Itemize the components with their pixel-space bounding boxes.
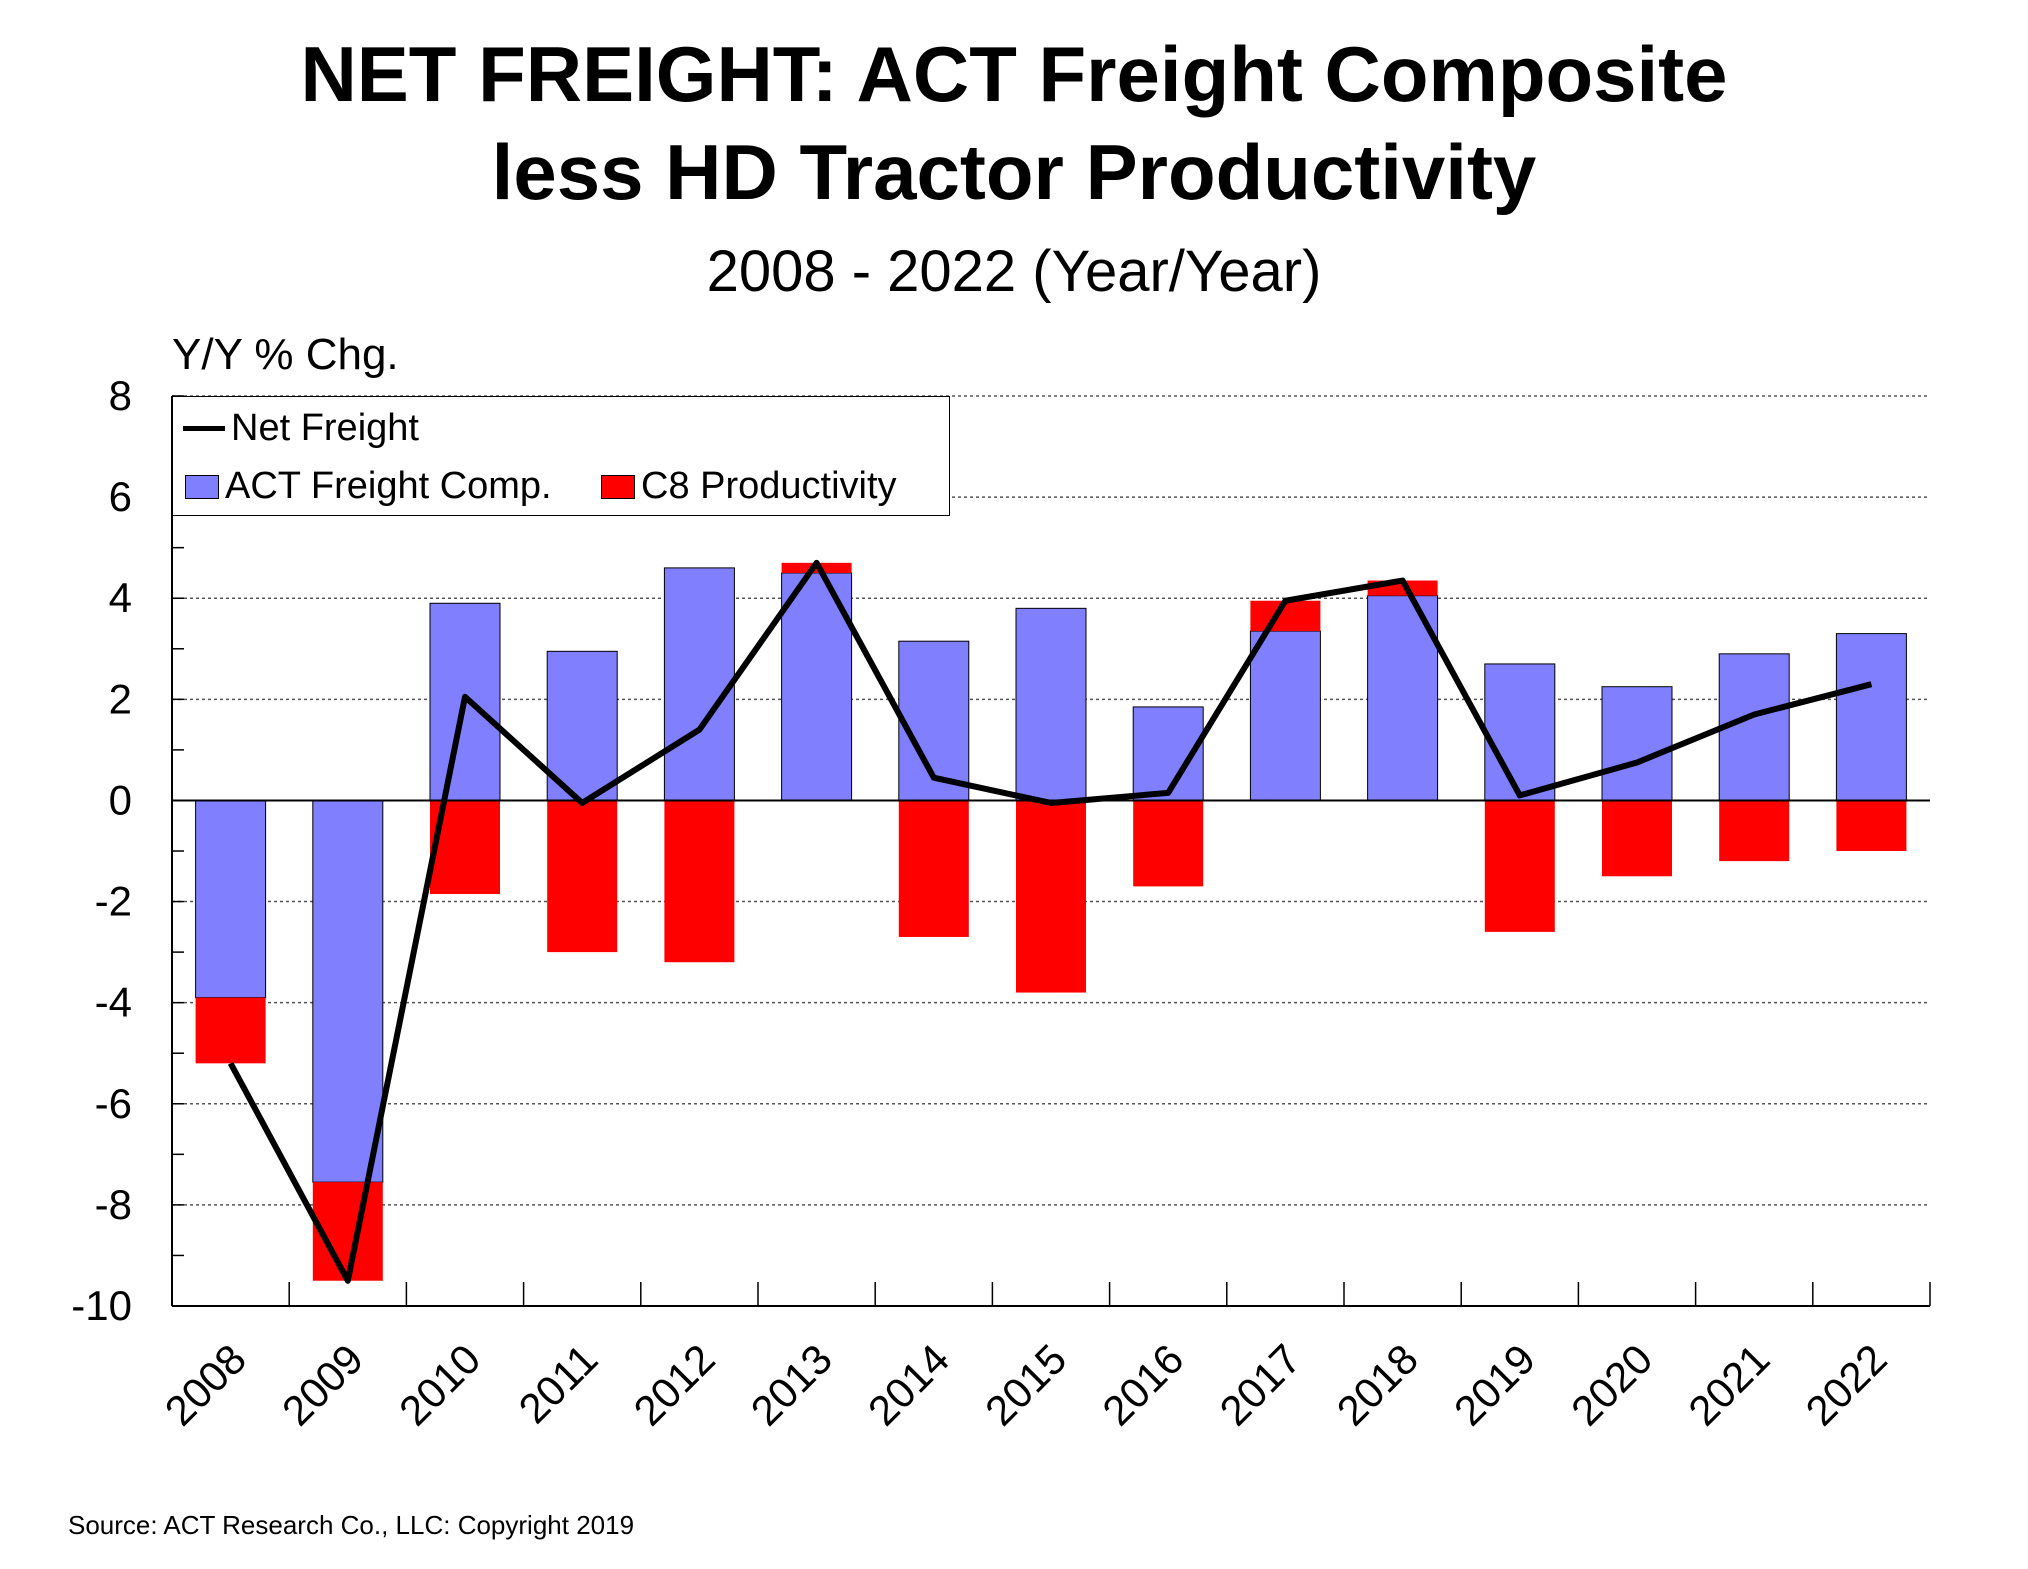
y-tick-label: -8 [95,1181,132,1228]
y-axis-label: Y/Y % Chg. [172,330,399,379]
x-tick-label: 2010 [390,1335,489,1434]
productivity-bar [1836,800,1907,851]
net-freight-line-group [227,559,1873,1284]
chart-title-line-2: less HD Tractor Productivity [491,128,1537,216]
x-tick-label: 2021 [1679,1335,1778,1434]
productivity-bar [1719,800,1790,862]
bars [195,562,1907,1281]
x-tick-label: 2012 [624,1335,723,1434]
chart-subtitle: 2008 - 2022 (Year/Year) [706,239,1322,304]
x-tick-label: 2015 [976,1335,1075,1434]
productivity-bar [1016,800,1086,993]
y-tick-label: 0 [109,776,132,823]
freight-bar [663,567,735,801]
y-tick-label: -2 [95,878,132,925]
freight-bar [546,650,618,801]
x-tick-label: 2009 [273,1335,372,1434]
x-tick-label: 2022 [1796,1335,1895,1434]
chart-title-line-1: NET FREIGHT: ACT Freight Composite [300,30,1728,118]
source-note: Source: ACT Research Co., LLC: Copyright… [68,1510,635,1540]
freight-bar [1484,663,1556,801]
y-tick-label: 6 [109,473,132,520]
freight-bar [195,799,267,999]
x-tick-label: 2020 [1562,1335,1661,1434]
freight-bar [312,799,384,1183]
legend-item-freight: ACT Freight Comp. [185,465,552,508]
y-tick-label: -10 [71,1282,132,1329]
legend-label-net-freight: Net Freight [231,407,419,449]
y-tick-label: 8 [109,372,132,419]
x-tick-label: 2014 [859,1335,958,1434]
x-tick-label: 2018 [1328,1335,1427,1434]
y-tick-label: -4 [95,979,132,1026]
x-tick-label: 2008 [156,1335,255,1434]
productivity-bar [1602,800,1672,877]
legend-line-swatch [183,426,225,431]
y-tick-label: 2 [109,675,132,722]
legend-item-productivity: C8 Productivity [601,465,897,508]
freight-bar [1601,686,1673,801]
freight-bar [1367,595,1439,801]
legend-label-freight: ACT Freight Comp. [225,465,552,507]
freight-bar [1835,633,1907,801]
legend-productivity-swatch [601,474,635,499]
y-tick-label: 4 [109,574,132,621]
productivity-bar [1133,800,1204,887]
freight-bar [1015,607,1087,801]
legend: Net Freight ACT Freight Comp. C8 Product… [172,396,950,516]
legend-item-net-freight: Net Freight [183,407,419,450]
x-tick-label: 2019 [1445,1335,1544,1434]
productivity-bar [898,800,969,937]
productivity-bar [195,997,266,1064]
x-tick-label: 2011 [509,1335,606,1432]
productivity-bar [1484,800,1555,932]
x-tick-label: 2017 [1210,1335,1309,1434]
x-tick-label: 2016 [1093,1335,1192,1434]
y-tick-label: -6 [95,1080,132,1127]
legend-freight-swatch [185,474,219,499]
freight-bar [1249,630,1321,801]
productivity-bar [664,800,735,963]
net-freight-line [227,559,1873,1284]
productivity-bar [547,800,618,953]
x-tick-label: 2013 [742,1335,841,1434]
legend-label-productivity: C8 Productivity [641,465,897,507]
